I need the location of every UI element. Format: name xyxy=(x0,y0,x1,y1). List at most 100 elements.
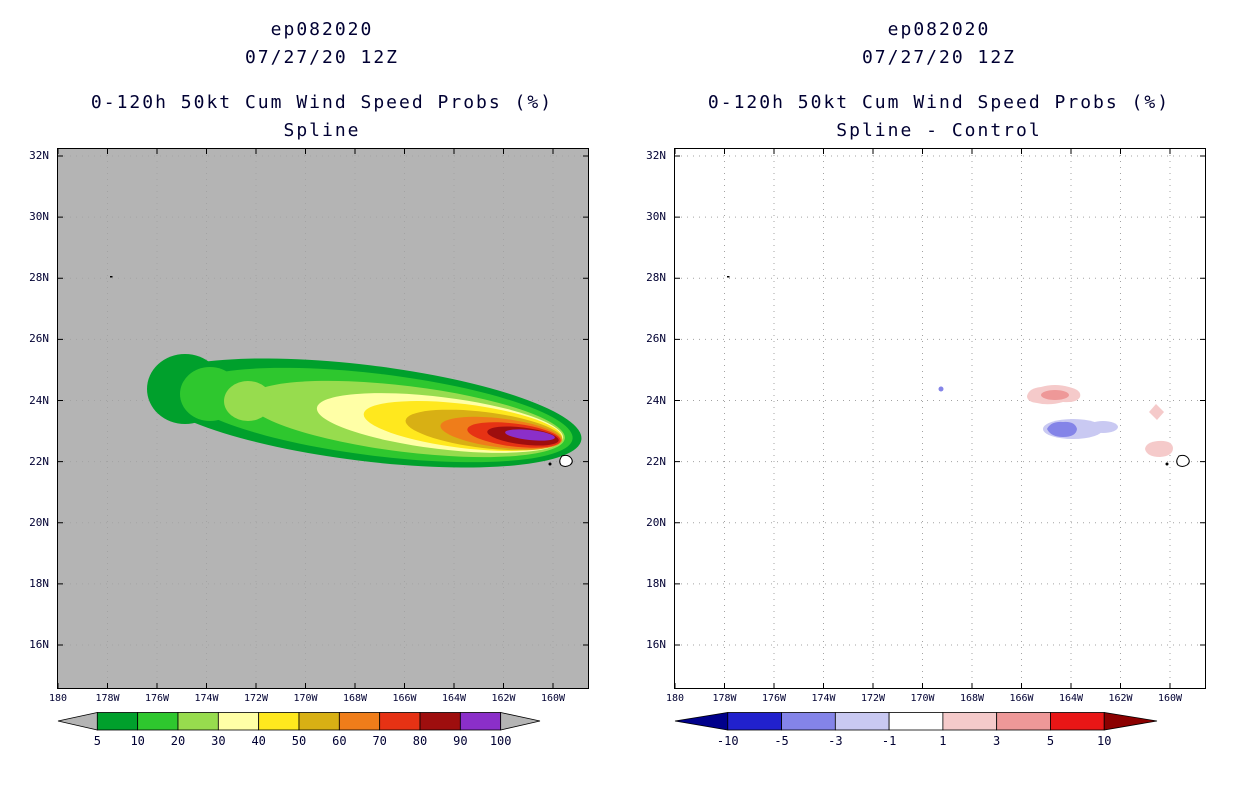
map-spline-canvas xyxy=(58,149,588,688)
island-kauai-outline xyxy=(1176,454,1190,467)
colorbar-tick-label: 40 xyxy=(251,734,265,748)
lat-tick-label: 18N xyxy=(29,576,49,590)
colorbar-cell xyxy=(298,712,340,731)
colorbar-tick-label: -1 xyxy=(882,734,896,748)
lat-tick-label: 32N xyxy=(646,149,666,162)
island-outlines xyxy=(727,276,1190,467)
lon-tick-label: 166W xyxy=(1009,693,1034,704)
right-chart-title: 0-120h 50kt Cum Wind Speed Probs (%) xyxy=(707,92,1171,113)
contour-20 xyxy=(224,381,272,421)
lon-tick-label: 174W xyxy=(194,693,219,704)
lon-tick-label: 162W xyxy=(1108,693,1133,704)
colorbar-tick-label: 30 xyxy=(211,734,225,748)
positive-diff-patch xyxy=(1145,440,1173,457)
colorbar-cell xyxy=(727,712,782,731)
colorbar-tick-label: 3 xyxy=(993,734,1000,748)
colorbar-cell xyxy=(888,712,944,731)
positive-diff-patch xyxy=(1149,404,1164,420)
lon-tick-label: 164W xyxy=(1058,693,1084,704)
colorbar-cell xyxy=(137,712,179,731)
contour-90 xyxy=(505,429,555,441)
colorbar-tick-label: -5 xyxy=(774,734,788,748)
lon-tick-label: 166W xyxy=(392,693,417,704)
colorbar-tick-label: 60 xyxy=(332,734,346,748)
left-storm-id: ep082020 xyxy=(270,19,374,40)
lat-tick-label: 22N xyxy=(646,454,666,468)
colorbar-cell xyxy=(338,712,381,731)
colorbar-cell xyxy=(996,712,1051,731)
map-difference-canvas xyxy=(675,149,1205,688)
right-storm-id: ep082020 xyxy=(887,19,991,40)
colorbar-tick-label: 5 xyxy=(94,734,101,748)
island-outlines xyxy=(110,276,573,467)
colorbar-arrow-left xyxy=(674,712,729,731)
right-lon-axis: 180 178W 176W 174W 172W 170W 168W 166W 164W 162W 1… xyxy=(666,688,1205,710)
probability-swath xyxy=(147,354,582,468)
colorbar-cell xyxy=(942,712,998,731)
lat-tick-label: 18N xyxy=(646,576,666,590)
lat-tick-label: 32N xyxy=(29,149,49,162)
right-init-time: 07/27/20 12Z xyxy=(861,47,1017,68)
lon-tick-label: 164W xyxy=(441,693,467,704)
colorbar-cell xyxy=(781,712,836,731)
colorbar-arrow-left xyxy=(57,712,98,731)
lon-tick-label: 160W xyxy=(1157,693,1183,704)
colorbar-tick-label: 50 xyxy=(292,734,306,748)
map-background xyxy=(675,149,1205,688)
colorbar-cell xyxy=(258,712,300,731)
right-chart-subtitle: Spline - Control xyxy=(836,120,1042,141)
left-panel-titles: ep082020 07/27/20 12Z 0-120h 50kt Cum Wi… xyxy=(57,0,587,148)
colorbar-cell xyxy=(1050,712,1105,731)
colorbar-cell xyxy=(217,712,260,731)
lon-tick-label: 180 xyxy=(48,693,68,704)
lat-tick-label: 16N xyxy=(29,638,49,651)
lon-tick-label: 170W xyxy=(910,693,935,704)
lon-tick-label: 172W xyxy=(860,693,886,704)
colorbar-tick-label: -10 xyxy=(717,734,739,748)
left-chart-title: 0-120h 50kt Cum Wind Speed Probs (%) xyxy=(90,92,554,113)
island-niihau-dot xyxy=(1165,462,1169,466)
colorbar-tick-label: 70 xyxy=(372,734,386,748)
lon-tick-label: 172W xyxy=(243,693,269,704)
lon-tick-label: 168W xyxy=(959,693,985,704)
tick-marks xyxy=(675,149,1205,688)
lon-tick-label: 170W xyxy=(293,693,318,704)
left-chart-subtitle: Spline xyxy=(283,120,361,141)
right-lat-axis: 32N 30N 28N 26N 24N 22N 20N 18N 16N xyxy=(621,149,671,688)
lat-tick-label: 24N xyxy=(29,393,49,407)
island-niihau-dot xyxy=(548,462,552,466)
colorbar-cell xyxy=(379,712,421,731)
lat-tick-label: 26N xyxy=(646,332,666,346)
grid-lines xyxy=(675,149,1205,688)
left-init-time: 07/27/20 12Z xyxy=(244,47,400,68)
colorbar-arrow-right xyxy=(500,712,541,731)
lat-tick-label: 20N xyxy=(646,515,666,529)
colorbar-cell xyxy=(419,712,461,731)
negative-diff-dot xyxy=(938,386,944,392)
colorbar-tick-label: 5 xyxy=(1047,734,1054,748)
colorbar-tick-label: 80 xyxy=(413,734,427,748)
lon-tick-label: 180 xyxy=(665,693,685,704)
lat-tick-label: 30N xyxy=(29,210,49,224)
colorbar-arrow-right xyxy=(1103,712,1158,731)
colorbar-tick-label: 90 xyxy=(453,734,467,748)
lon-tick-label: 178W xyxy=(95,693,120,704)
map-spline: 32N 30N 28N 26N 24N 22N 20N 18N 16N 180 178W 176W 1… xyxy=(29,148,589,704)
colorbar-cell xyxy=(177,712,219,731)
difference-patches xyxy=(938,385,1173,457)
negative-diff-core xyxy=(1047,421,1077,437)
lat-tick-label: 26N xyxy=(29,332,49,346)
lon-tick-label: 174W xyxy=(811,693,836,704)
island-kauai-outline xyxy=(559,454,573,467)
lat-tick-label: 28N xyxy=(646,271,666,285)
colorbar-cell xyxy=(459,712,502,731)
colorbar-tick-label: 1 xyxy=(939,734,946,748)
colorbar-tick-label: -3 xyxy=(828,734,842,748)
left-lon-axis: 180 178W 176W 174W 172W 170W 168W 166W 164W 162W 1… xyxy=(49,688,588,710)
lon-tick-label: 162W xyxy=(491,693,516,704)
negative-diff-fringe xyxy=(1088,421,1118,433)
map-spline-minus-control: 32N 30N 28N 26N 24N 22N 20N 18N 16N 180 178W 176W 1… xyxy=(646,148,1206,704)
colorbar-tick-label: 10 xyxy=(1097,734,1111,748)
left-lat-axis: 32N 30N 28N 26N 24N 22N 20N 18N 16N xyxy=(4,149,54,688)
